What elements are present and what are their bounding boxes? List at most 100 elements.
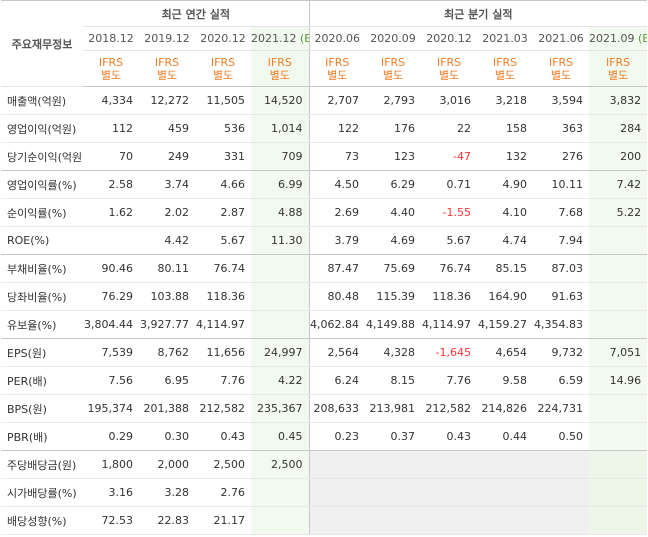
table-cell	[477, 478, 534, 507]
table-cell: 4.74	[477, 226, 534, 255]
table-cell: 363	[533, 114, 590, 143]
table-cell: 118.36	[421, 282, 478, 311]
period-header: 2019.12	[139, 26, 195, 51]
table-cell: 7.94	[533, 226, 590, 255]
period-header: 2021.12 (E)	[251, 26, 310, 51]
table-row: 순이익률(%) 1.62 2.02 2.87 4.88 2.69 4.40 -1.55 4.10…	[1, 198, 648, 227]
period-header: 2021.06	[533, 26, 590, 51]
table-cell: 201,388	[139, 394, 195, 423]
table-cell: 73	[308, 142, 366, 171]
group-header-row: 주요재무정보 최근 연간 실적 최근 분기 실적	[1, 0, 648, 87]
table-cell: 76.74	[195, 254, 251, 283]
table-cell	[589, 226, 648, 255]
period-header: 2020.12	[195, 26, 251, 51]
table-cell: 5.67	[421, 226, 478, 255]
table-cell: 70	[83, 142, 139, 171]
ifrs-line2: 별도	[269, 68, 290, 82]
ifrs-line1: IFRS	[380, 55, 406, 69]
row-label: 순이익률(%)	[1, 198, 83, 227]
table-cell	[365, 450, 422, 479]
table-cell: 9.58	[477, 366, 534, 395]
table-cell: -1,645	[421, 338, 478, 367]
table-cell: 5.67	[195, 226, 251, 255]
period-label: 2018.12	[88, 32, 134, 45]
ifrs-line1: IFRS	[548, 55, 574, 69]
table-cell	[308, 450, 366, 479]
table-cell: 6.99	[251, 170, 310, 199]
ifrs-line1: IFRS	[492, 55, 518, 69]
table-cell: 4,159.27	[477, 310, 534, 339]
row-label: 영업이익률(%)	[1, 170, 83, 199]
table-cell	[533, 478, 590, 507]
row-label: PBR(배)	[1, 422, 83, 451]
period-label: 2020.09	[370, 32, 416, 45]
table-cell	[589, 478, 648, 507]
table-cell: 709	[251, 142, 310, 171]
table-cell: 214,826	[477, 394, 534, 423]
row-label: 배당성향(%)	[1, 506, 83, 535]
table-cell: 4,149.88	[365, 310, 422, 339]
table-cell: 6.24	[308, 366, 366, 395]
table-cell: 2,000	[139, 450, 195, 479]
ifrs-label: IFRS 별도	[139, 50, 195, 87]
table-cell: 0.45	[251, 422, 310, 451]
table-cell: 4.50	[308, 170, 366, 199]
ifrs-line1: IFRS	[436, 55, 462, 69]
table-cell: 8,762	[139, 338, 195, 367]
table-cell: 6.29	[365, 170, 422, 199]
table-cell: 3,016	[421, 86, 478, 115]
table-cell: 9,732	[533, 338, 590, 367]
table-cell: 2.87	[195, 198, 251, 227]
table-cell	[421, 478, 478, 507]
table-cell: 4,354.83	[533, 310, 590, 339]
quarterly-group-header: 최근 분기 실적	[308, 0, 648, 27]
period-header-row: 2018.12 2019.12 2020.12 2021.12 (E) 2020.06 2…	[1, 26, 648, 51]
table-cell: 91.63	[533, 282, 590, 311]
table-cell: 249	[139, 142, 195, 171]
table-cell: 14,520	[251, 86, 310, 115]
table-cell: 2,793	[365, 86, 422, 115]
table-cell: 0.44	[477, 422, 534, 451]
table-cell: 235,367	[251, 394, 310, 423]
row-label: BPS(원)	[1, 394, 83, 423]
row-label: 매출액(억원)	[1, 86, 83, 115]
table-cell	[251, 506, 310, 535]
table-cell: 2,564	[308, 338, 366, 367]
period-label: 2021.03	[482, 32, 528, 45]
table-row: PER(배) 7.56 6.95 7.76 4.22 6.24 8.15 7.76 9.58 6.…	[1, 366, 648, 395]
table-cell: 14.96	[589, 366, 648, 395]
period-label: 2021.06	[538, 32, 584, 45]
table-cell: 90.46	[83, 254, 139, 283]
table-cell: 80.48	[308, 282, 366, 311]
table-cell	[589, 254, 648, 283]
ifrs-line2: 별도	[494, 68, 516, 82]
period-header: 2021.03	[477, 26, 534, 51]
table-cell	[533, 450, 590, 479]
table-cell: 224,731	[533, 394, 590, 423]
table-cell: 0.43	[421, 422, 478, 451]
table-cell: 72.53	[83, 506, 139, 535]
table-cell	[308, 478, 366, 507]
table-cell: 7.56	[83, 366, 139, 395]
table-cell: 11,656	[195, 338, 251, 367]
table-cell: 212,582	[421, 394, 478, 423]
table-row: 주당배당금(원) 1,800 2,000 2,500 2,500	[1, 450, 648, 479]
table-cell: 2.69	[308, 198, 366, 227]
ifrs-line1: IFRS	[267, 55, 292, 69]
table-cell: 12,272	[139, 86, 195, 115]
table-cell	[251, 478, 310, 507]
table-cell: 1.62	[83, 198, 139, 227]
table-cell: 80.11	[139, 254, 195, 283]
period-label: 2021.12	[251, 32, 297, 45]
ifrs-line1: IFRS	[98, 55, 124, 69]
table-cell: 4,062.84	[308, 310, 366, 339]
table-cell	[421, 450, 478, 479]
table-cell: 115.39	[365, 282, 422, 311]
table-cell: 1,014	[251, 114, 310, 143]
table-row: 영업이익(억원) 112 459 536 1,014 122 176 22 158 363 284	[1, 114, 648, 143]
table-cell: 11.30	[251, 226, 310, 255]
table-cell: 7,539	[83, 338, 139, 367]
table-cell: 0.30	[139, 422, 195, 451]
table-row: 당기순이익(억원) 70 249 331 709 73 123 -47 132 276 200	[1, 142, 648, 171]
